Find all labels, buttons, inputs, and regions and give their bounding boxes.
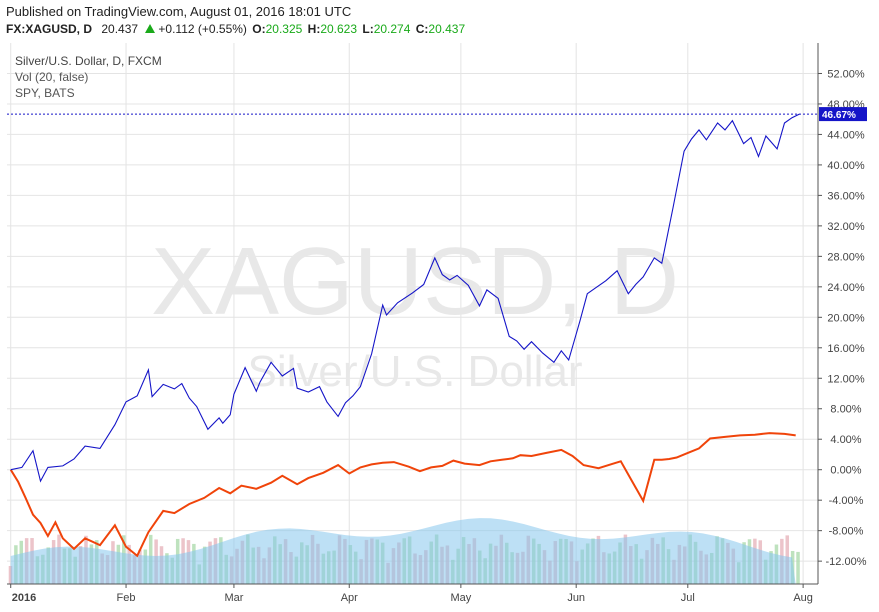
y-tick-label: 20.00%: [827, 312, 865, 324]
legend-compare[interactable]: SPY, BATS: [15, 86, 75, 100]
open-value: 20.325: [265, 22, 303, 36]
volume-ma-area: [10, 518, 796, 584]
low-label: L:: [362, 22, 374, 36]
y-tick-label: 52.00%: [827, 68, 865, 80]
y-tick-label: 8.00%: [830, 404, 861, 416]
volume-bar: [796, 551, 800, 584]
y-tick-label: 28.00%: [827, 251, 865, 263]
symbol-name[interactable]: FX:XAGUSD, D: [6, 22, 93, 36]
x-tick-label: May: [450, 592, 471, 604]
y-tick-label: 24.00%: [827, 282, 865, 294]
y-tick-label: 4.00%: [830, 434, 861, 446]
x-tick-label: Mar: [224, 592, 243, 604]
time-scale[interactable]: 2016 Feb Mar Apr May Jun Jul Aug: [7, 583, 818, 604]
x-tick-label: Jun: [567, 592, 585, 604]
watermark-symbol: XAGUSD, D: [151, 228, 679, 335]
watermark: XAGUSD, D Silver/U.S. Dollar: [151, 228, 679, 396]
y-tick-label: 12.00%: [827, 373, 865, 385]
legend: Silver/U.S. Dollar, D, FXCM Vol (20, fal…: [15, 54, 162, 100]
grid-lines: [7, 43, 818, 584]
xagusd-line: [10, 113, 800, 483]
y-tick-label: -4.00%: [829, 495, 864, 507]
high-value: 20.623: [320, 22, 358, 36]
y-tick-label: 40.00%: [827, 160, 865, 172]
close-value: 20.437: [428, 22, 466, 36]
spy-line: [9, 432, 796, 558]
close-label: C:: [415, 22, 429, 36]
y-tick-label: -12.00%: [826, 556, 867, 568]
published-caption: Published on TradingView.com, August 01,…: [6, 4, 352, 19]
legend-volume[interactable]: Vol (20, false): [15, 70, 88, 84]
symbol-bar: FX:XAGUSD, D 20.437 +0.112 (+0.55%) O:20…: [6, 22, 465, 36]
x-tick-label: Apr: [341, 592, 358, 604]
y-tick-label: 0.00%: [830, 465, 861, 477]
price-scale[interactable]: 52.00%48.00%44.00%40.00%36.00%32.00%28.0…: [817, 43, 867, 584]
price-tag-label: 46.67%: [822, 110, 856, 121]
watermark-description: Silver/U.S. Dollar: [248, 347, 583, 396]
y-tick-label: -8.00%: [829, 526, 864, 538]
high-label: H:: [307, 22, 321, 36]
x-tick-label: Jul: [681, 592, 695, 604]
y-tick-label: 36.00%: [827, 190, 865, 202]
x-tick-label: 2016: [12, 592, 36, 604]
price-tag-box: [819, 107, 867, 122]
low-value: 20.274: [373, 22, 411, 36]
open-label: O:: [252, 22, 266, 36]
x-tick-label: Aug: [793, 592, 813, 604]
last-price: 20.437: [101, 22, 139, 36]
volume-bar: [8, 566, 13, 584]
legend-series[interactable]: Silver/U.S. Dollar, D, FXCM: [15, 54, 162, 68]
price-tag: 46.67%: [819, 107, 867, 122]
up-arrow-icon: [145, 24, 156, 33]
price-change: +0.112 (+0.55%): [158, 22, 247, 36]
x-tick-label: Feb: [117, 592, 136, 604]
y-tick-label: 32.00%: [827, 221, 865, 233]
y-tick-label: 16.00%: [827, 343, 865, 355]
y-tick-label: 44.00%: [827, 129, 865, 141]
